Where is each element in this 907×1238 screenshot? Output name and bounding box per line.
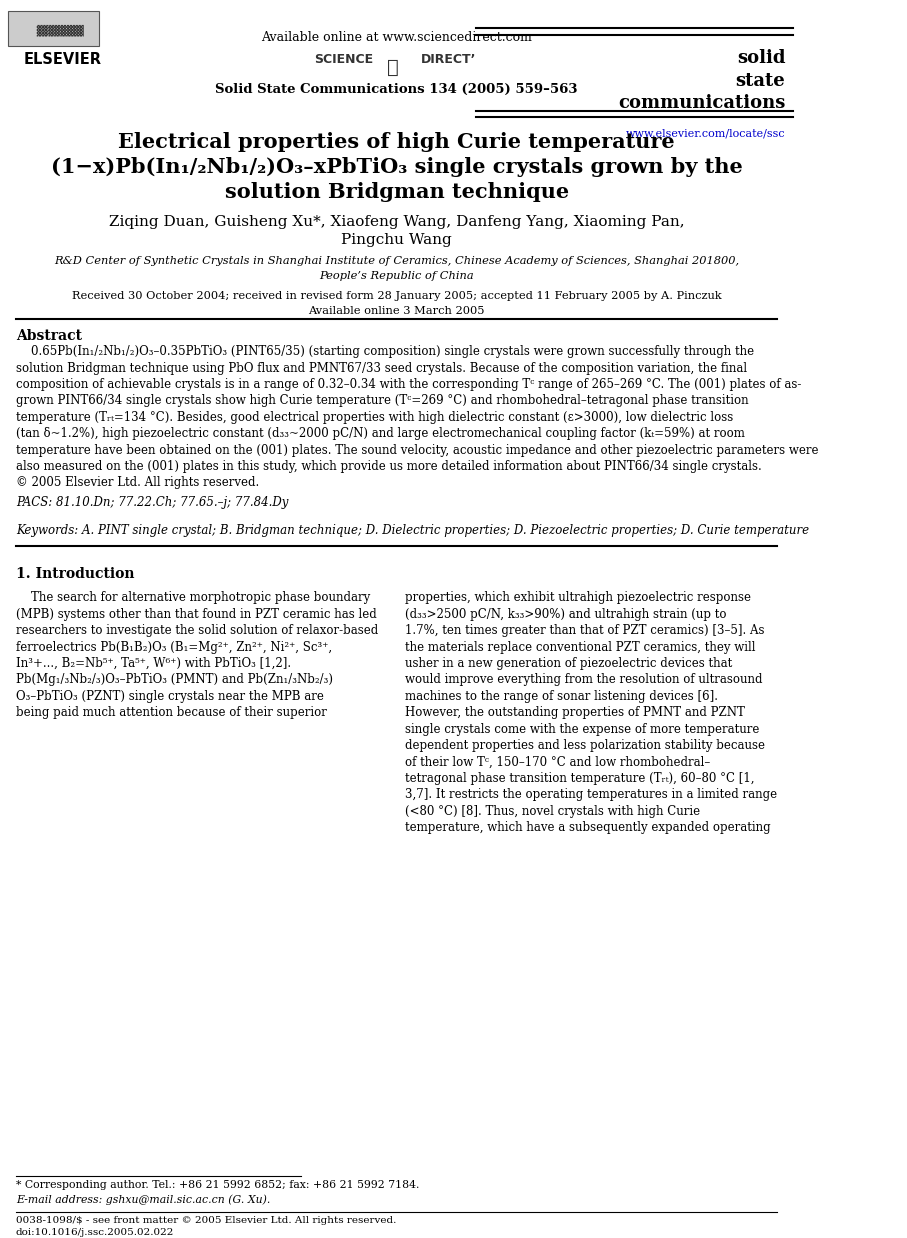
Text: Electrical properties of high Curie temperature: Electrical properties of high Curie temp… (119, 132, 675, 152)
Text: Pb(Mg₁/₃Nb₂/₃)O₃–PbTiO₃ (PMNT) and Pb(Zn₁/₃Nb₂/₃): Pb(Mg₁/₃Nb₂/₃)O₃–PbTiO₃ (PMNT) and Pb(Zn… (15, 673, 333, 686)
Text: of their low Tᶜ, 150–170 °C and low rhombohedral–: of their low Tᶜ, 150–170 °C and low rhom… (405, 755, 710, 769)
Text: E-mail address: gshxu@mail.sic.ac.cn (G. Xu).: E-mail address: gshxu@mail.sic.ac.cn (G.… (15, 1195, 270, 1205)
Text: Keywords: A. PINT single crystal; B. Bridgman technique; D. Dielectric propertie: Keywords: A. PINT single crystal; B. Bri… (15, 524, 809, 536)
Text: usher in a new generation of piezoelectric devices that: usher in a new generation of piezoelectr… (405, 657, 732, 670)
Text: single crystals come with the expense of more temperature: single crystals come with the expense of… (405, 723, 759, 735)
Text: ELSEVIER: ELSEVIER (24, 52, 102, 67)
Text: ▓▓▓▓▓▓▓▓: ▓▓▓▓▓▓▓▓ (24, 25, 83, 36)
Text: Available online at www.sciencedirect.com: Available online at www.sciencedirect.co… (261, 31, 532, 43)
Text: Ziqing Duan, Guisheng Xu*, Xiaofeng Wang, Danfeng Yang, Xiaoming Pan,: Ziqing Duan, Guisheng Xu*, Xiaofeng Wang… (109, 214, 685, 229)
Text: Received 30 October 2004; received in revised form 28 January 2005; accepted 11 : Received 30 October 2004; received in re… (72, 291, 721, 301)
Text: temperature, which have a subsequently expanded operating: temperature, which have a subsequently e… (405, 821, 770, 834)
Text: (<80 °C) [8]. Thus, novel crystals with high Curie: (<80 °C) [8]. Thus, novel crystals with … (405, 805, 699, 817)
Text: 0.65Pb(In₁/₂Nb₁/₂)O₃–0.35PbTiO₃ (PINT65/35) (starting composition) single crysta: 0.65Pb(In₁/₂Nb₁/₂)O₃–0.35PbTiO₃ (PINT65/… (15, 345, 754, 358)
Text: © 2005 Elsevier Ltd. All rights reserved.: © 2005 Elsevier Ltd. All rights reserved… (15, 477, 259, 489)
Text: The search for alternative morphotropic phase boundary: The search for alternative morphotropic … (15, 592, 370, 604)
Text: machines to the range of sonar listening devices [6].: machines to the range of sonar listening… (405, 690, 717, 703)
Text: also measured on the (001) plates in this study, which provide us more detailed : also measured on the (001) plates in thi… (15, 461, 762, 473)
Text: grown PINT66/34 single crystals show high Curie temperature (Tᶜ=269 °C) and rhom: grown PINT66/34 single crystals show hig… (15, 395, 748, 407)
Text: would improve everything from the resolution of ultrasound: would improve everything from the resolu… (405, 673, 762, 686)
Text: tetragonal phase transition temperature (Tᵣₜ), 60–80 °C [1,: tetragonal phase transition temperature … (405, 771, 754, 785)
Text: doi:10.1016/j.ssc.2005.02.022: doi:10.1016/j.ssc.2005.02.022 (15, 1228, 174, 1237)
Text: People’s Republic of China: People’s Republic of China (319, 271, 474, 281)
Text: properties, which exhibit ultrahigh piezoelectric response: properties, which exhibit ultrahigh piez… (405, 592, 751, 604)
Text: temperature have been obtained on the (001) plates. The sound velocity, acoustic: temperature have been obtained on the (0… (15, 443, 818, 457)
Text: researchers to investigate the solid solution of relaxor-based: researchers to investigate the solid sol… (15, 624, 378, 638)
Text: (MPB) systems other than that found in PZT ceramic has led: (MPB) systems other than that found in P… (15, 608, 376, 620)
Text: R&D Center of Synthetic Crystals in Shanghai Institute of Ceramics, Chinese Acad: R&D Center of Synthetic Crystals in Shan… (54, 256, 739, 266)
FancyBboxPatch shape (8, 11, 99, 46)
Text: temperature (Tᵣₜ=134 °C). Besides, good electrical properties with high dielectr: temperature (Tᵣₜ=134 °C). Besides, good … (15, 411, 733, 423)
Text: However, the outstanding properties of PMNT and PZNT: However, the outstanding properties of P… (405, 706, 745, 719)
Text: the materials replace conventional PZT ceramics, they will: the materials replace conventional PZT c… (405, 640, 756, 654)
Text: (d₃₃>2500 pC/N, k₃₃>90%) and ultrahigh strain (up to: (d₃₃>2500 pC/N, k₃₃>90%) and ultrahigh s… (405, 608, 727, 620)
Text: state: state (736, 72, 785, 89)
Text: solution Bridgman technique: solution Bridgman technique (225, 182, 569, 203)
Text: In³+..., B₂=Nb⁵⁺, Ta⁵⁺, W⁶⁺) with PbTiO₃ [1,2].: In³+..., B₂=Nb⁵⁺, Ta⁵⁺, W⁶⁺) with PbTiO₃… (15, 657, 291, 670)
Text: Solid State Communications 134 (2005) 559–563: Solid State Communications 134 (2005) 55… (216, 83, 578, 95)
Text: ⓐ: ⓐ (387, 58, 398, 77)
Text: Abstract: Abstract (15, 329, 82, 343)
Text: 1.7%, ten times greater than that of PZT ceramics) [3–5]. As: 1.7%, ten times greater than that of PZT… (405, 624, 764, 638)
Text: solid: solid (736, 50, 785, 67)
Text: solution Bridgman technique using PbO flux and PMNT67/33 seed crystals. Because : solution Bridgman technique using PbO fl… (15, 361, 747, 375)
Text: Available online 3 March 2005: Available online 3 March 2005 (308, 306, 485, 316)
Text: being paid much attention because of their superior: being paid much attention because of the… (15, 706, 327, 719)
Text: composition of achievable crystals is in a range of 0.32–0.34 with the correspon: composition of achievable crystals is in… (15, 378, 801, 391)
Text: 1. Introduction: 1. Introduction (15, 567, 134, 581)
Text: 0038-1098/$ - see front matter © 2005 Elsevier Ltd. All rights reserved.: 0038-1098/$ - see front matter © 2005 El… (15, 1216, 396, 1224)
Text: O₃–PbTiO₃ (PZNT) single crystals near the MPB are: O₃–PbTiO₃ (PZNT) single crystals near th… (15, 690, 324, 703)
Text: ferroelectrics Pb(B₁B₂)O₃ (B₁=Mg²⁺, Zn²⁺, Ni²⁺, Sc³⁺,: ferroelectrics Pb(B₁B₂)O₃ (B₁=Mg²⁺, Zn²⁺… (15, 640, 332, 654)
Text: Pingchu Wang: Pingchu Wang (341, 233, 452, 248)
Text: PACS: 81.10.Dn; 77.22.Ch; 77.65.–j; 77.84.Dy: PACS: 81.10.Dn; 77.22.Ch; 77.65.–j; 77.8… (15, 496, 288, 510)
Text: SCIENCE: SCIENCE (314, 53, 373, 66)
Text: (tan δ~1.2%), high piezoelectric constant (d₃₃~2000 pC/N) and large electromecha: (tan δ~1.2%), high piezoelectric constan… (15, 427, 745, 441)
Text: DIRECT’: DIRECT’ (421, 53, 476, 66)
Text: dependent properties and less polarization stability because: dependent properties and less polarizati… (405, 739, 765, 751)
Text: communications: communications (618, 94, 785, 111)
Text: (1−x)Pb(In₁/₂Nb₁/₂)O₃–xPbTiO₃ single crystals grown by the: (1−x)Pb(In₁/₂Nb₁/₂)O₃–xPbTiO₃ single cry… (51, 156, 743, 177)
Text: www.elsevier.com/locate/ssc: www.elsevier.com/locate/ssc (626, 129, 785, 139)
Text: 3,7]. It restricts the operating temperatures in a limited range: 3,7]. It restricts the operating tempera… (405, 789, 776, 801)
Text: * Corresponding author. Tel.: +86 21 5992 6852; fax: +86 21 5992 7184.: * Corresponding author. Tel.: +86 21 599… (15, 1180, 419, 1190)
